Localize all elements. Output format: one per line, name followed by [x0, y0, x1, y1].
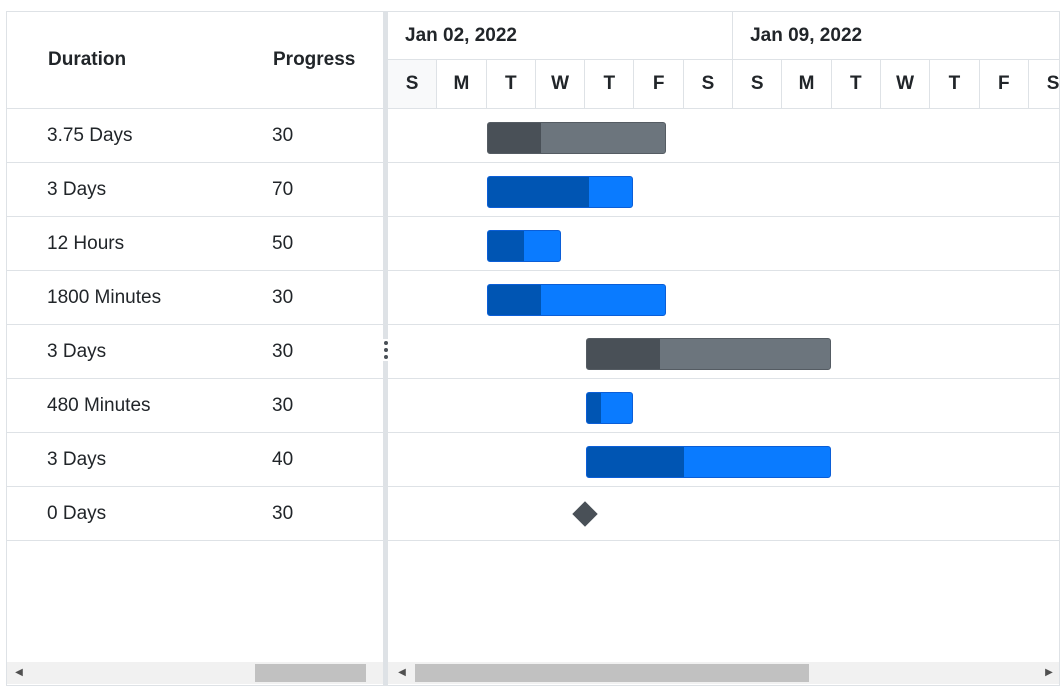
- task-bar[interactable]: [487, 176, 633, 208]
- chart-row: [388, 325, 1059, 379]
- table-row[interactable]: 0 Days 30: [7, 487, 383, 541]
- task-bar[interactable]: [487, 230, 561, 262]
- day-header-cell: T: [832, 60, 881, 108]
- progress-cell: 40: [272, 449, 294, 470]
- triangle-left-icon[interactable]: ◀: [398, 667, 406, 678]
- chart-row: [388, 379, 1059, 433]
- column-header-duration[interactable]: Duration: [48, 49, 127, 70]
- task-bar[interactable]: [586, 392, 633, 424]
- day-header-cell: S: [733, 60, 783, 108]
- gantt-chart: Duration Progress 3.75 Days 30 3 Days 70 12 …: [6, 11, 1060, 686]
- task-progress-fill: [488, 177, 589, 207]
- vertical-ellipsis-icon[interactable]: [382, 339, 389, 361]
- duration-cell: 3 Days: [47, 341, 107, 362]
- table-row[interactable]: 3 Days 40: [7, 433, 383, 487]
- grid-header: Duration Progress: [7, 12, 383, 109]
- grid-horizontal-scrollbar[interactable]: ◀: [7, 662, 383, 684]
- duration-cell: 480 Minutes: [47, 395, 151, 416]
- task-progress-fill: [587, 339, 660, 369]
- column-header-progress[interactable]: Progress: [273, 49, 356, 70]
- progress-cell: 30: [272, 125, 294, 146]
- milestone-marker[interactable]: [572, 501, 598, 527]
- table-row[interactable]: 3.75 Days 30: [7, 109, 383, 163]
- duration-cell: 0 Days: [47, 503, 107, 524]
- table-row[interactable]: 3 Days 70: [7, 163, 383, 217]
- week-header-cell: Jan 09, 2022: [733, 12, 1059, 59]
- chart-horizontal-scrollbar[interactable]: ◀ ▶: [388, 662, 1059, 684]
- task-bar[interactable]: [586, 338, 831, 370]
- day-header-cell: F: [980, 60, 1029, 108]
- day-header-cell: T: [487, 60, 536, 108]
- progress-cell: 50: [272, 233, 294, 254]
- grid-scroll-thumb[interactable]: [255, 664, 366, 682]
- task-progress-fill: [587, 393, 601, 423]
- task-grid: Duration Progress 3.75 Days 30 3 Days 70 12 …: [7, 12, 383, 685]
- progress-cell: 30: [272, 341, 294, 362]
- day-header-cell: F: [635, 60, 684, 108]
- task-bar[interactable]: [487, 122, 666, 154]
- chart-row: [388, 487, 1059, 541]
- table-row[interactable]: 12 Hours 50: [7, 217, 383, 271]
- task-progress-fill: [488, 123, 542, 153]
- chart-scroll-thumb[interactable]: [415, 664, 809, 682]
- table-row[interactable]: 480 Minutes 30: [7, 379, 383, 433]
- timeline-week-header: Jan 02, 2022 Jan 09, 2022: [388, 12, 1059, 60]
- day-header-cell: M: [437, 60, 487, 108]
- day-header-cell: M: [782, 60, 832, 108]
- duration-cell: 3 Days: [47, 179, 107, 200]
- table-row[interactable]: 1800 Minutes 30: [7, 271, 383, 325]
- triangle-right-icon[interactable]: ▶: [1045, 667, 1053, 678]
- day-header-cell: T: [930, 60, 980, 108]
- triangle-left-icon[interactable]: ◀: [15, 667, 23, 678]
- chart-row: [388, 271, 1059, 325]
- chart-row: [388, 109, 1059, 163]
- task-bar[interactable]: [586, 446, 831, 478]
- duration-cell: 3.75 Days: [47, 125, 133, 146]
- duration-cell: 1800 Minutes: [47, 287, 162, 308]
- day-header-cell: T: [585, 60, 635, 108]
- task-progress-fill: [488, 285, 542, 315]
- chart-row: [388, 217, 1059, 271]
- chart-row: [388, 163, 1059, 217]
- task-progress-fill: [488, 231, 524, 261]
- day-header-cell: W: [881, 60, 931, 108]
- day-header-cell: S: [684, 60, 734, 108]
- day-header-cell: S: [388, 60, 438, 108]
- progress-cell: 70: [272, 179, 294, 200]
- table-row[interactable]: 3 Days 30: [7, 325, 383, 379]
- task-bar[interactable]: [487, 284, 666, 316]
- task-progress-fill: [587, 447, 685, 477]
- day-header-cell: W: [536, 60, 586, 108]
- progress-cell: 30: [272, 503, 294, 524]
- duration-cell: 12 Hours: [47, 233, 125, 254]
- week-header-cell: Jan 02, 2022: [388, 12, 734, 59]
- progress-cell: 30: [272, 395, 294, 416]
- chart-row: [388, 433, 1059, 487]
- duration-cell: 3 Days: [47, 449, 107, 470]
- progress-cell: 30: [272, 287, 294, 308]
- day-header-cell: S: [1029, 60, 1059, 108]
